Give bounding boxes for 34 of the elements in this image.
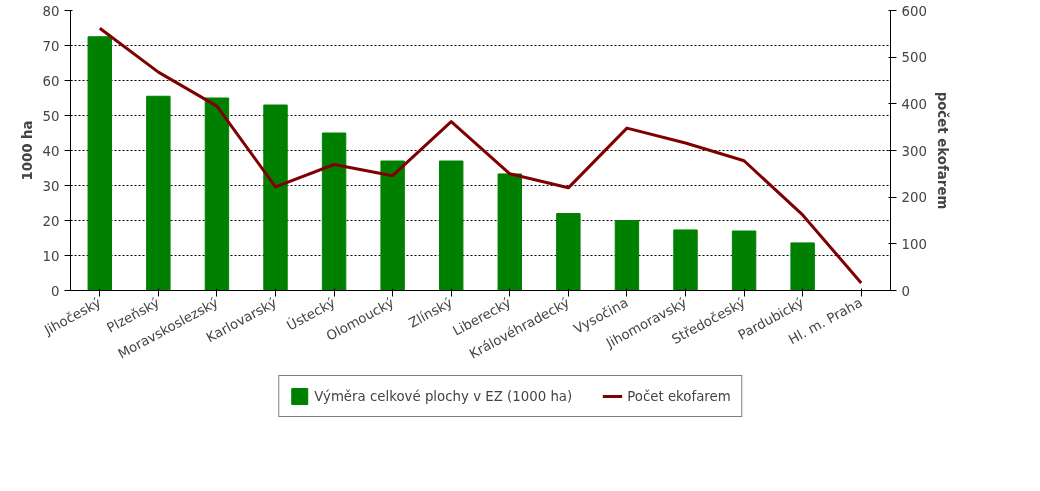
y-tick-label: 40 <box>42 143 60 159</box>
y2-tick-label: 100 <box>901 236 927 252</box>
y-tick-label: 0 <box>51 283 60 299</box>
bar <box>204 97 230 291</box>
bar <box>731 230 757 291</box>
y2-axis-title: počet ekofarem <box>934 91 950 210</box>
bar <box>87 36 112 291</box>
y2-tick-label: 400 <box>901 96 927 112</box>
y2-tick-label: 500 <box>901 50 927 66</box>
legend-label: Počet ekofarem <box>627 388 731 404</box>
y-tick-label: 60 <box>42 73 60 89</box>
bar <box>556 213 581 291</box>
legend-label: Výměra celkové plochy v EZ (1000 ha) <box>314 388 573 404</box>
y2-tick-label: 0 <box>901 283 910 299</box>
bar <box>790 242 815 291</box>
bar <box>263 104 288 291</box>
bar <box>380 160 405 291</box>
y-tick-label: 10 <box>42 248 60 264</box>
y-tick-label: 20 <box>42 213 60 229</box>
bar <box>614 220 640 291</box>
y-tick-label: 30 <box>42 178 60 194</box>
bar <box>321 132 347 291</box>
y-tick-label: 80 <box>42 3 60 19</box>
y2-tick-label: 600 <box>901 3 927 19</box>
y2-tick-label: 300 <box>901 143 927 159</box>
bar <box>439 160 464 291</box>
bar <box>497 173 522 291</box>
y-tick-label: 70 <box>42 38 60 54</box>
bar <box>673 229 698 291</box>
y-tick-label: 50 <box>42 108 60 124</box>
y-axis-title: 1000 ha <box>19 120 35 181</box>
y2-tick-label: 200 <box>901 190 927 206</box>
line-series <box>98 26 863 285</box>
bar <box>146 95 171 291</box>
